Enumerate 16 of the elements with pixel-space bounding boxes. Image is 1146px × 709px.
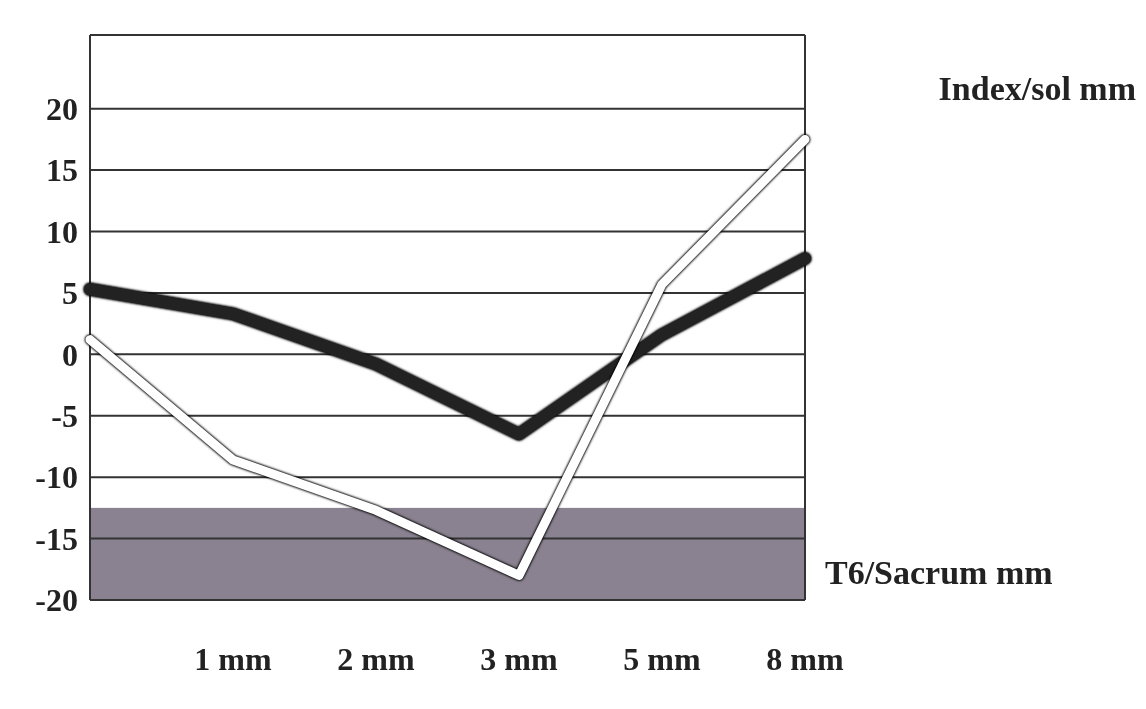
y-tick-label: 5 xyxy=(62,275,78,312)
x-tick-label: 1 mm xyxy=(194,641,272,677)
x-tick-label: 8 mm xyxy=(766,641,844,677)
x-tick-label: 3 mm xyxy=(480,641,558,677)
text: Index/sol mm xyxy=(938,70,1136,107)
y-tick-label: 10 xyxy=(46,213,78,250)
y-tick-label: 20 xyxy=(46,90,78,127)
y-tick-label: 0 xyxy=(62,336,78,373)
x-tick-label: 2 mm xyxy=(337,641,415,677)
y-tick-label: -10 xyxy=(35,459,78,496)
y-tick-label: -15 xyxy=(35,520,78,557)
y-tick-label: -20 xyxy=(35,582,78,619)
y-tick-label: 15 xyxy=(46,152,78,189)
y-tick-label: -5 xyxy=(51,397,78,434)
x-tick-label: 5 mm xyxy=(623,641,701,677)
band-label: T6/Sacrum mm xyxy=(825,553,1053,591)
